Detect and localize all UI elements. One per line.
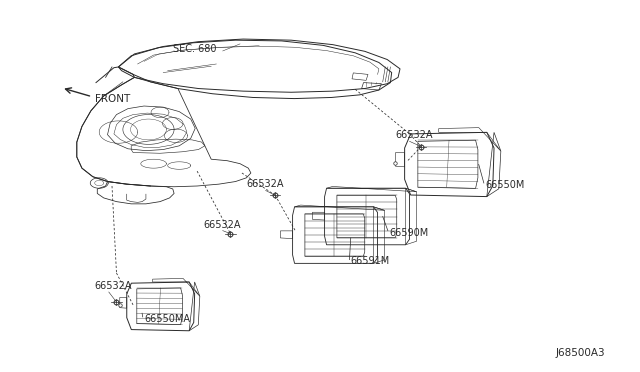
Text: 66590M: 66590M	[389, 228, 428, 238]
Text: SEC. 680: SEC. 680	[173, 44, 216, 54]
Text: FRONT: FRONT	[95, 94, 130, 103]
Text: 66550M: 66550M	[485, 180, 525, 189]
Text: 66591M: 66591M	[351, 256, 390, 266]
Text: 66532A: 66532A	[204, 220, 241, 230]
Text: 66532A: 66532A	[95, 281, 132, 291]
Text: 66550MA: 66550MA	[144, 314, 190, 324]
Text: 66532A: 66532A	[246, 179, 284, 189]
Text: J68500A3: J68500A3	[556, 348, 605, 357]
Text: 66532A: 66532A	[396, 129, 433, 140]
